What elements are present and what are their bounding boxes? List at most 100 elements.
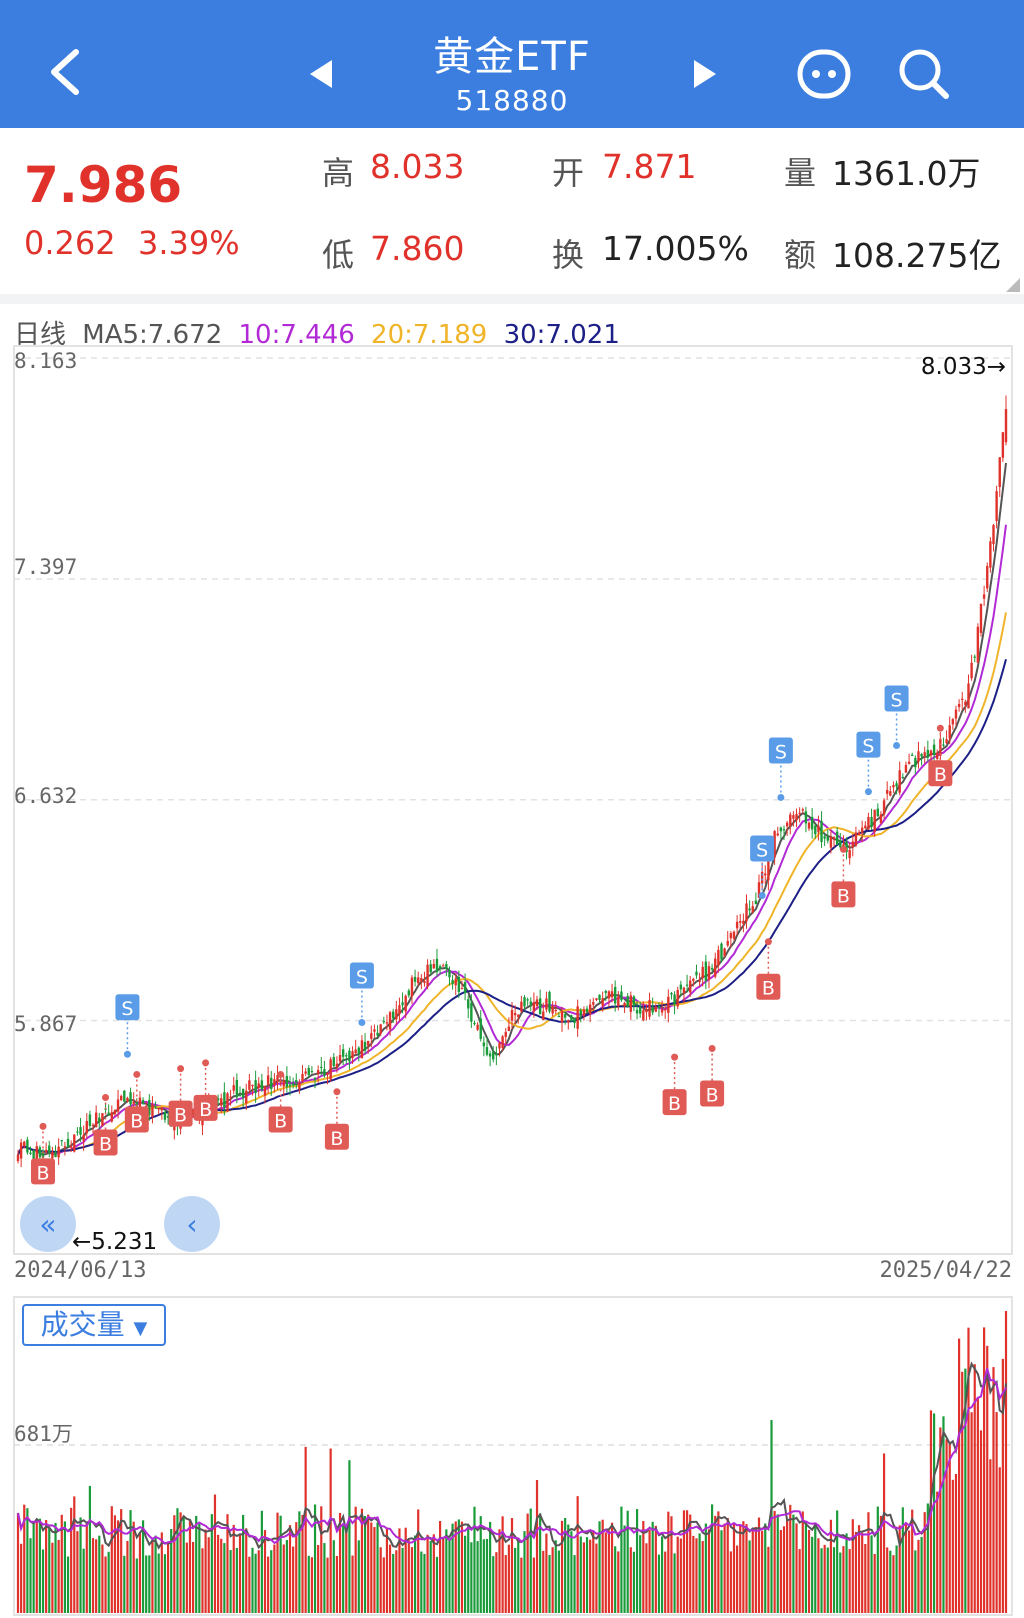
candle-body (967, 683, 970, 709)
sell-marker[interactable]: S (768, 737, 793, 801)
candle-body (426, 964, 429, 987)
buy-marker[interactable]: B (93, 1094, 118, 1156)
candle-body (454, 978, 457, 986)
candle-body (529, 1001, 532, 1005)
buy-marker[interactable]: B (756, 938, 781, 1000)
candle-body (573, 1018, 576, 1023)
volume-bar (545, 1533, 548, 1613)
prev-stock-button[interactable] (306, 56, 336, 92)
sell-marker[interactable]: S (856, 731, 881, 796)
volume-bar (326, 1557, 329, 1613)
volume-bar (698, 1533, 701, 1613)
volume-bar (292, 1546, 295, 1613)
volume-bar (904, 1522, 908, 1613)
buy-marker[interactable]: B (928, 724, 953, 787)
volume-bar (323, 1543, 326, 1613)
candle-body (407, 990, 411, 996)
volume-bar (939, 1427, 942, 1613)
volume-bar (667, 1511, 670, 1613)
volume-bar (179, 1512, 182, 1613)
volume-bar (404, 1527, 407, 1613)
volume-bar (911, 1509, 914, 1613)
candle-body (617, 996, 620, 1007)
volume-bar (23, 1504, 26, 1613)
volume-bar (804, 1521, 807, 1613)
date-axis: 2024/06/13 2025/04/22 (0, 1258, 1024, 1288)
volume-bar (867, 1512, 870, 1613)
volume-bar (335, 1555, 339, 1613)
sell-marker[interactable]: S (750, 835, 775, 900)
candle-body (385, 1022, 389, 1024)
svg-text:B: B (199, 1099, 212, 1121)
volume-bar (629, 1547, 632, 1613)
buy-marker[interactable]: B (193, 1059, 218, 1121)
buy-marker[interactable]: B (31, 1122, 56, 1185)
volume-bar (992, 1367, 995, 1613)
volume-bar (701, 1541, 704, 1613)
volume-bar (582, 1542, 586, 1613)
search-icon (899, 49, 949, 99)
candle-body (273, 1079, 276, 1085)
scroll-center-button[interactable]: ‹ (164, 1196, 220, 1252)
candle-body (313, 1077, 317, 1080)
volume-bar (685, 1510, 689, 1613)
buy-marker[interactable]: B (324, 1088, 349, 1150)
volume-bar (829, 1519, 833, 1613)
volume-bar (501, 1516, 504, 1613)
volume-bar (98, 1535, 101, 1613)
sell-marker[interactable]: S (115, 994, 140, 1058)
candle-body (148, 1099, 151, 1116)
candle-body (395, 1009, 398, 1020)
volume-bar (145, 1555, 148, 1613)
buy-marker[interactable]: B (168, 1065, 193, 1127)
buy-marker[interactable]: B (124, 1070, 149, 1133)
search-button[interactable] (896, 46, 952, 102)
candle-body (826, 836, 829, 841)
volume-bar (460, 1521, 464, 1613)
candle-body (119, 1095, 123, 1101)
volume-bar (942, 1416, 945, 1613)
volume-bar (57, 1539, 60, 1613)
svg-text:B: B (762, 978, 775, 1000)
buy-marker[interactable]: B (831, 845, 856, 908)
volume-bar (38, 1518, 41, 1613)
back-button[interactable] (40, 40, 90, 100)
volume-bar (251, 1547, 254, 1613)
candle-body (438, 966, 442, 969)
volume-bar (736, 1545, 739, 1613)
buy-marker[interactable]: B (662, 1053, 687, 1116)
volume-bar (110, 1506, 113, 1613)
candle-body (754, 900, 758, 905)
candle-body (798, 812, 801, 814)
candle-body (432, 963, 436, 969)
buy-marker[interactable]: B (268, 1070, 293, 1133)
candle-body (326, 1072, 329, 1075)
candle-body (776, 833, 779, 836)
volume-bar (751, 1530, 754, 1613)
candle-body (557, 1015, 561, 1018)
chat-button[interactable] (796, 46, 852, 102)
scroll-left-button[interactable]: « (20, 1196, 76, 1252)
svg-text:B: B (130, 1110, 143, 1132)
sell-marker[interactable]: S (884, 685, 909, 750)
candle-body (817, 825, 820, 833)
volume-bar (645, 1543, 648, 1613)
svg-text:B: B (330, 1128, 343, 1150)
indicator-select[interactable]: 成交量 ▼ (22, 1304, 166, 1346)
sell-marker[interactable]: S (349, 962, 374, 1027)
buy-marker[interactable]: B (700, 1044, 725, 1107)
candle-body (329, 1059, 332, 1080)
candle-body (695, 971, 698, 976)
volume-bar (520, 1557, 523, 1613)
candle-body (860, 827, 864, 834)
candle-body (451, 980, 454, 985)
volume-bar (592, 1530, 595, 1613)
volume-bar (135, 1558, 138, 1613)
next-stock-button[interactable] (690, 56, 720, 92)
volume-bar (711, 1504, 714, 1613)
volume-bar (754, 1526, 757, 1613)
volume-chart[interactable]: 681万 (0, 1295, 1024, 1618)
volume-bar (542, 1550, 545, 1613)
candle-body (498, 1043, 501, 1049)
